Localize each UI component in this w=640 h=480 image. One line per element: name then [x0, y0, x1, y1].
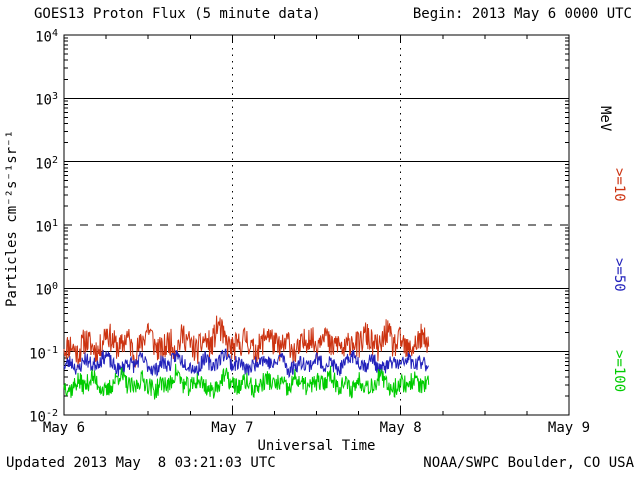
right-axis-label-50: >=50: [611, 258, 627, 292]
begin-timestamp-label: Begin: 2013 May 6 0000 UTC: [412, 6, 632, 22]
right-axis-label-10: >=10: [611, 168, 627, 202]
data-source: NOAA/SWPC Boulder, CO USA: [423, 455, 634, 471]
y-tick-label: 10-1: [29, 344, 58, 363]
chart-title: GOES13 Proton Flux (5 minute data): [34, 6, 321, 22]
y-tick-label: 103: [35, 91, 58, 109]
right-axis-label-mev: MeV: [597, 106, 613, 132]
y-tick-label: 101: [35, 218, 58, 236]
x-tick-label: May 6: [42, 420, 86, 436]
x-tick-label: May 7: [211, 420, 254, 436]
y-tick-label: 10-2: [29, 408, 58, 426]
series-10mev: [63, 315, 430, 369]
right-axis-label-100: >=100: [611, 350, 627, 393]
x-axis-label: Universal Time: [257, 438, 376, 454]
series-100mev: [63, 363, 430, 400]
series-50mev: [63, 348, 430, 379]
y-tick-label: 102: [35, 154, 58, 173]
y-tick-label: 104: [35, 28, 58, 46]
y-tick-label: 100: [35, 281, 58, 299]
x-tick-label: May 9: [547, 420, 591, 436]
updated-timestamp: Updated 2013 May 8 03:21:03 UTC: [6, 455, 276, 471]
x-tick-label: May 8: [379, 420, 422, 436]
